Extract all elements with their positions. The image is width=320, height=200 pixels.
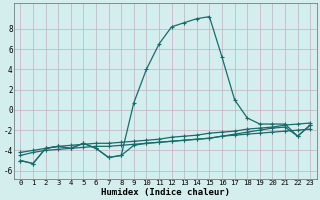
X-axis label: Humidex (Indice chaleur): Humidex (Indice chaleur) [101, 188, 230, 197]
